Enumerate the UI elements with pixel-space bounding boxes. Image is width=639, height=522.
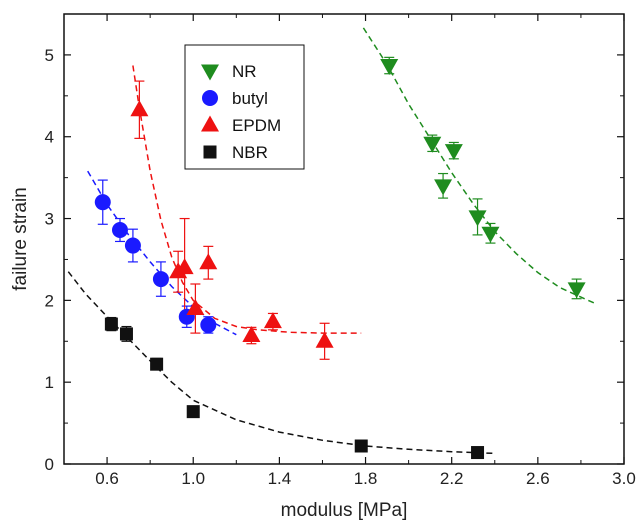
legend-marker-epdm [201,115,219,132]
fit-line-nr [362,27,595,304]
legend-items: NR butyl EPDM NBR [201,62,281,162]
y-axis-title: failure strain [10,187,31,291]
data-point-butyl [112,222,128,238]
legend-marker-nbr [203,145,217,159]
data-point-butyl [152,271,169,288]
x-tick-label: 0.6 [95,469,119,488]
fit-line-butyl [87,170,237,336]
legend-marker-butyl [202,90,218,106]
y-tick-label: 4 [45,128,54,147]
fit-curves [67,27,595,455]
data-point-nbr [150,357,164,371]
x-tick-label: 2.2 [440,469,464,488]
x-axis-title: modulus [MPa] [281,500,408,521]
data-point-nbr [354,439,368,453]
data-point-epdm [175,258,194,275]
data-point-butyl [94,194,111,211]
data-point-nr [481,226,500,243]
axis-tick-labels: 0.6 1.0 1.4 1.8 2.2 2.6 3.0 0 1 2 3 4 5 [45,46,636,488]
y-tick-label: 1 [45,373,54,392]
data-point-epdm [263,312,282,329]
y-tick-label: 5 [45,46,54,65]
data-point-nbr [471,446,485,460]
plot-frame [63,13,625,465]
x-tick-label: 2.6 [526,469,550,488]
data-point-epdm [186,299,205,316]
data-point-nr [423,136,442,153]
y-tick-label: 3 [45,210,54,229]
y-tick-label: 2 [45,291,54,310]
legend-label-butyl: butyl [232,89,268,108]
x-tick-label: 3.0 [612,469,636,488]
legend-label-epdm: EPDM [232,116,281,135]
data-point-nr [380,59,399,76]
data-point-nr [567,282,586,299]
error-bars [97,56,582,456]
data-point-epdm [199,253,218,270]
data-point-butyl [124,237,141,254]
x-tick-label: 1.0 [181,469,205,488]
data-point-nbr [119,327,133,341]
data-point-nr [444,144,463,161]
axis-ticks [63,14,625,465]
x-tick-label: 1.4 [268,469,292,488]
data-point-epdm [242,326,261,343]
fit-line-nbr [67,271,495,455]
data-point-epdm [315,331,334,348]
legend-label-nbr: NBR [232,143,268,162]
data-markers [94,59,586,460]
x-tick-label: 1.8 [354,469,378,488]
legend-label-nr: NR [232,62,257,81]
data-point-nbr [104,317,118,331]
legend: NR butyl EPDM NBR [184,44,305,170]
data-point-nr [434,179,453,196]
legend-marker-nr [201,64,219,81]
data-point-nr [468,210,487,227]
fit-line-epdm [132,65,362,334]
y-tick-label: 0 [45,455,54,474]
data-point-butyl [200,316,217,333]
data-point-nbr [186,405,200,419]
data-point-epdm [130,100,149,117]
